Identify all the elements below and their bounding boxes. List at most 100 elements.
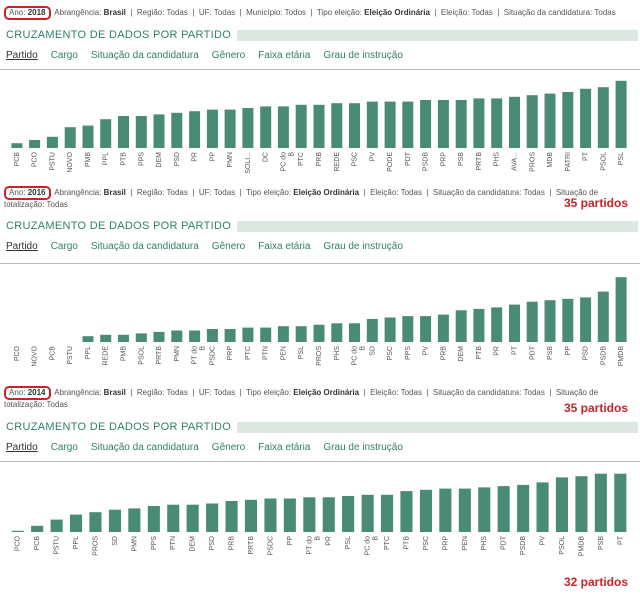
bar[interactable] xyxy=(82,336,94,342)
bar[interactable] xyxy=(491,307,503,342)
bar[interactable] xyxy=(366,319,378,342)
bar[interactable] xyxy=(264,498,277,533)
bar[interactable] xyxy=(147,506,160,532)
bar[interactable] xyxy=(419,489,432,532)
bar[interactable] xyxy=(189,111,201,148)
tab-cargo[interactable]: Cargo xyxy=(50,50,78,61)
bar[interactable] xyxy=(242,108,254,148)
bar[interactable] xyxy=(153,331,165,342)
bar[interactable] xyxy=(135,333,147,342)
bar[interactable] xyxy=(366,101,378,148)
bar[interactable] xyxy=(206,329,218,342)
bar[interactable] xyxy=(544,93,556,148)
bar[interactable] xyxy=(526,301,538,342)
bar[interactable] xyxy=(295,104,307,148)
bar[interactable] xyxy=(536,482,549,532)
tab-grau[interactable]: Grau de instrução xyxy=(323,442,403,453)
bar[interactable] xyxy=(224,329,236,342)
bar[interactable] xyxy=(260,327,272,342)
bar[interactable] xyxy=(283,498,296,533)
year-box[interactable]: Ano: 2018 xyxy=(4,6,51,20)
bar[interactable] xyxy=(46,136,58,148)
bar[interactable] xyxy=(244,499,257,532)
bar[interactable] xyxy=(322,497,335,532)
bar[interactable] xyxy=(260,106,272,148)
bar[interactable] xyxy=(118,116,129,148)
bar[interactable] xyxy=(509,96,520,148)
bar[interactable] xyxy=(118,334,129,342)
bar[interactable] xyxy=(11,530,24,532)
bar[interactable] xyxy=(437,314,449,342)
bar[interactable] xyxy=(594,473,607,532)
bar[interactable] xyxy=(361,494,374,532)
bar[interactable] xyxy=(597,291,609,342)
bar[interactable] xyxy=(167,504,180,532)
year-box[interactable]: Ano: 2016 xyxy=(4,186,51,200)
bar[interactable] xyxy=(580,88,592,148)
bar[interactable] xyxy=(100,334,112,342)
tab-cargo[interactable]: Cargo xyxy=(50,241,78,252)
bar[interactable] xyxy=(458,488,471,532)
bar[interactable] xyxy=(189,330,201,343)
bar[interactable] xyxy=(597,87,609,148)
tab-partido[interactable]: Partido xyxy=(6,442,38,453)
bar[interactable] xyxy=(473,98,485,148)
tab-situacao[interactable]: Situação da candidatura xyxy=(90,241,199,252)
bar[interactable] xyxy=(82,125,94,148)
bar[interactable] xyxy=(11,143,23,148)
bar[interactable] xyxy=(384,101,396,148)
tab-faixa[interactable]: Faixa etária xyxy=(258,241,311,252)
bar[interactable] xyxy=(313,104,325,148)
tab-partido[interactable]: Partido xyxy=(6,241,38,252)
tab-genero[interactable]: Gênero xyxy=(211,50,246,61)
bar[interactable] xyxy=(402,316,414,342)
tab-faixa[interactable]: Faixa etária xyxy=(258,50,311,61)
bar[interactable] xyxy=(70,514,83,532)
bar[interactable] xyxy=(455,310,467,342)
bar[interactable] xyxy=(277,106,289,148)
bar[interactable] xyxy=(349,323,360,342)
bar[interactable] xyxy=(420,316,432,342)
bar[interactable] xyxy=(331,323,343,342)
tab-genero[interactable]: Gênero xyxy=(211,241,246,252)
bar[interactable] xyxy=(497,486,510,532)
bar[interactable] xyxy=(420,100,432,148)
bar[interactable] xyxy=(206,503,219,533)
bar[interactable] xyxy=(437,100,449,148)
bar[interactable] xyxy=(128,508,141,532)
bar[interactable] xyxy=(562,92,574,148)
bar[interactable] xyxy=(206,109,218,148)
bar[interactable] xyxy=(615,80,627,148)
bar[interactable] xyxy=(473,308,485,342)
bar[interactable] xyxy=(108,509,121,532)
bar[interactable] xyxy=(29,140,41,148)
bar[interactable] xyxy=(225,501,238,532)
tab-genero[interactable]: Gênero xyxy=(211,442,246,453)
bar[interactable] xyxy=(331,103,343,148)
bar[interactable] xyxy=(303,497,316,532)
tab-partido[interactable]: Partido xyxy=(6,50,38,61)
bar[interactable] xyxy=(478,487,491,532)
tab-situacao[interactable]: Situação da candidatura xyxy=(90,442,199,453)
year-box[interactable]: Ano: 2014 xyxy=(4,386,51,400)
bar[interactable] xyxy=(64,127,76,148)
bar[interactable] xyxy=(224,109,236,148)
tab-faixa[interactable]: Faixa etária xyxy=(258,442,311,453)
tab-cargo[interactable]: Cargo xyxy=(50,442,78,453)
bar[interactable] xyxy=(171,112,183,148)
bar[interactable] xyxy=(544,300,556,342)
bar[interactable] xyxy=(342,496,355,532)
bar[interactable] xyxy=(517,484,530,532)
bar[interactable] xyxy=(31,525,44,532)
bar[interactable] xyxy=(50,519,63,532)
bar[interactable] xyxy=(313,324,325,342)
bar[interactable] xyxy=(575,476,588,532)
bar[interactable] xyxy=(349,103,360,148)
bar[interactable] xyxy=(153,114,165,148)
bar[interactable] xyxy=(384,317,396,343)
bar[interactable] xyxy=(526,95,538,148)
bar[interactable] xyxy=(402,101,414,148)
bar[interactable] xyxy=(135,116,147,148)
bar[interactable] xyxy=(381,494,394,532)
bar[interactable] xyxy=(171,330,183,343)
